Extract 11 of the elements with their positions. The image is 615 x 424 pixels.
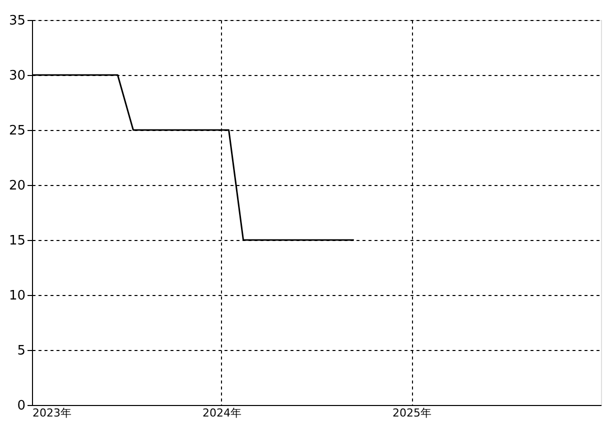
y-tick-label: 10 bbox=[8, 288, 26, 304]
y-tick-label: 30 bbox=[8, 68, 26, 84]
y-tick-label: 5 bbox=[17, 344, 26, 358]
y-tick-label: 35 bbox=[8, 14, 26, 28]
x-tick-label: 2024年 bbox=[202, 406, 242, 420]
y-tick-label: 20 bbox=[8, 178, 26, 194]
y-tick-label: 0 bbox=[17, 398, 26, 414]
x-tick-label: 2023年 bbox=[32, 406, 72, 420]
y-tick-label: 25 bbox=[8, 124, 26, 138]
x-tick-label: 2025年 bbox=[392, 406, 432, 420]
y-tick-label: 15 bbox=[8, 234, 26, 248]
